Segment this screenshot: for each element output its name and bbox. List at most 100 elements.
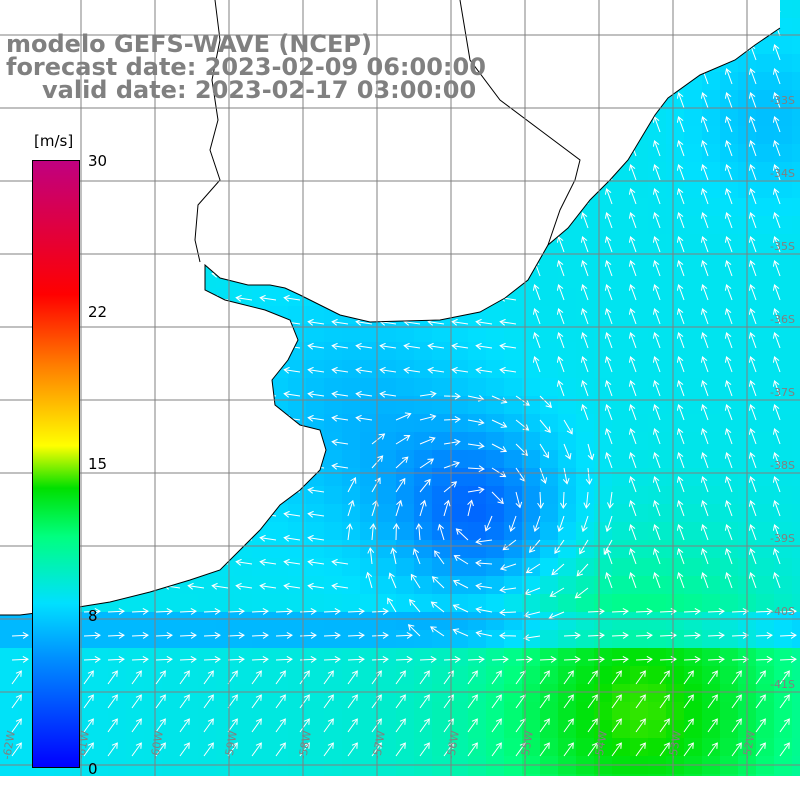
speed-cell [684,720,702,738]
speed-cell [558,396,576,414]
speed-cell [522,738,540,756]
speed-cell [414,324,432,342]
speed-cell [612,342,630,360]
speed-cell [504,720,522,738]
speed-cell [342,378,360,396]
speed-cell [774,360,792,378]
speed-cell [252,630,270,648]
speed-cell [666,180,684,198]
speed-cell [648,216,666,234]
speed-cell [126,738,144,756]
speed-cell [558,702,576,720]
speed-cell [540,252,558,270]
speed-cell [450,468,468,486]
speed-cell [414,720,432,738]
speed-cell [324,396,342,414]
speed-cell [360,342,378,360]
speed-cell [180,720,198,738]
speed-cell [486,738,504,756]
speed-cell [486,666,504,684]
speed-cell [684,378,702,396]
wind-arrow [772,92,781,109]
speed-cell [0,630,18,648]
speed-cell [360,522,378,540]
speed-cell [522,720,540,738]
wind-arrow [772,116,781,133]
speed-cell [468,630,486,648]
speed-cell [756,612,774,630]
speed-cell [108,612,126,630]
speed-cell [792,666,800,684]
speed-cell [774,180,792,198]
speed-cell [18,702,36,720]
speed-cell [18,666,36,684]
speed-cell [360,612,378,630]
speed-cell [0,720,18,738]
speed-cell [450,594,468,612]
speed-cell [612,630,630,648]
speed-cell [594,612,612,630]
speed-cell [612,504,630,522]
speed-cell [360,720,378,738]
speed-cell [306,522,324,540]
speed-cell [702,126,720,144]
speed-cell [576,648,594,666]
speed-cell [396,720,414,738]
speed-cell [720,702,738,720]
speed-cell [486,432,504,450]
speed-cell [576,594,594,612]
speed-cell [648,558,666,576]
speed-cell [378,684,396,702]
speed-cell [594,414,612,432]
speed-cell [648,504,666,522]
speed-cell [468,702,486,720]
speed-cell [792,54,800,72]
speed-cell [414,576,432,594]
speed-cell [684,486,702,504]
speed-cell [702,360,720,378]
speed-cell [306,306,324,324]
speed-cell [450,684,468,702]
speed-cell [324,324,342,342]
speed-cell [504,666,522,684]
speed-cell [432,558,450,576]
speed-cell [756,576,774,594]
wind-arrow [772,44,781,61]
speed-cell [702,180,720,198]
speed-cell [648,684,666,702]
speed-cell [684,162,702,180]
speed-cell [792,720,800,738]
speed-cell [18,684,36,702]
speed-cell [540,306,558,324]
speed-cell [666,108,684,126]
speed-cell [522,702,540,720]
speed-cell [558,630,576,648]
speed-cell [468,504,486,522]
speed-cell [612,198,630,216]
speed-cell [0,702,18,720]
speed-cell [720,72,738,90]
speed-cell [702,72,720,90]
speed-cell [162,702,180,720]
speed-cell [234,612,252,630]
speed-cell [468,648,486,666]
wind-arrow [676,116,685,133]
speed-cell [468,342,486,360]
speed-cell [324,648,342,666]
speed-cell [504,342,522,360]
speed-cell [504,504,522,522]
speed-cell [684,288,702,306]
speed-cell [720,486,738,504]
speed-cell [90,738,108,756]
speed-cell [666,540,684,558]
speed-cell [270,594,288,612]
speed-cell [306,738,324,756]
speed-cell [648,432,666,450]
speed-cell [414,360,432,378]
speed-cell [360,324,378,342]
speed-cell [342,342,360,360]
speed-cell [432,612,450,630]
speed-cell [216,648,234,666]
speed-cell [0,684,18,702]
speed-cell [576,720,594,738]
